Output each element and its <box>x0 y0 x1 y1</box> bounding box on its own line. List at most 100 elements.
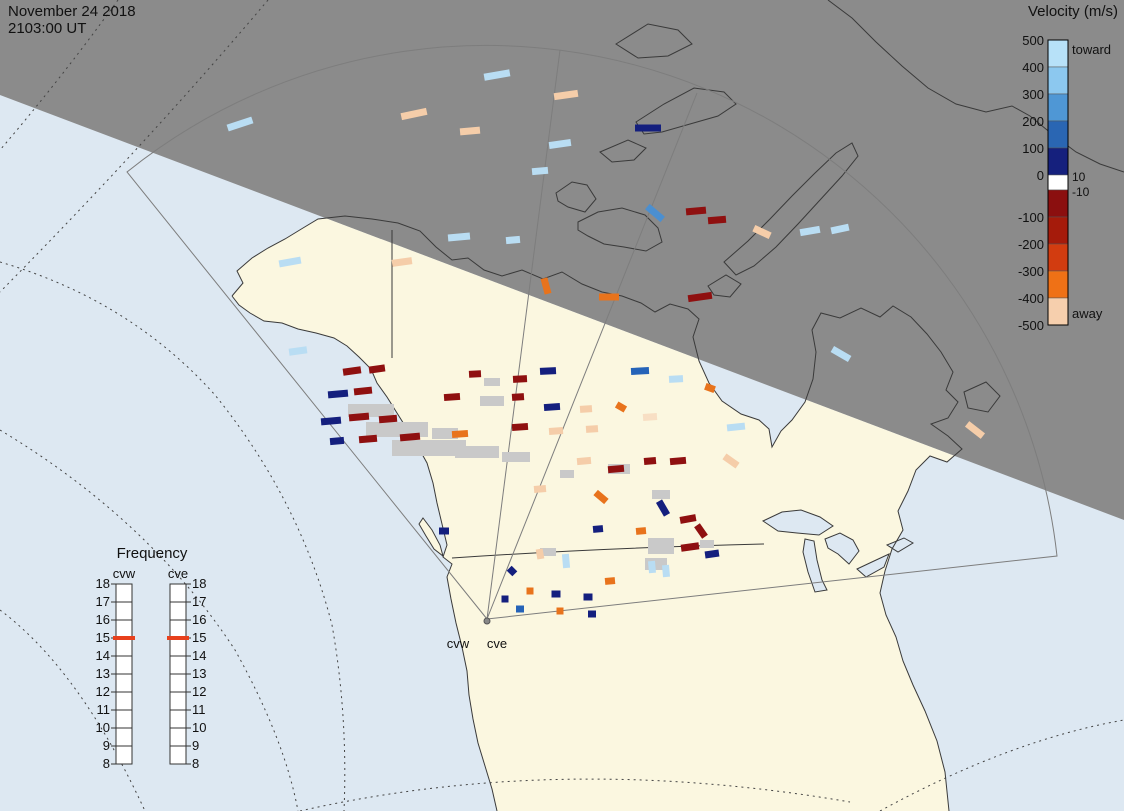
frequency-tick-label: 18 <box>96 576 110 591</box>
colorbar-tick-label: 200 <box>1022 114 1044 129</box>
velocity-vector <box>830 345 852 363</box>
velocity-vector <box>447 232 471 242</box>
velocity-vector <box>592 525 604 533</box>
coastline-layer <box>231 0 1124 811</box>
frequency-tick-label: 15 <box>192 630 206 645</box>
velocity-vector <box>752 225 772 239</box>
velocity-vector <box>348 412 370 422</box>
velocity-vector <box>399 432 421 442</box>
velocity-vector <box>685 206 707 216</box>
ground-scatter-patch <box>502 452 530 462</box>
lake-huron <box>825 533 859 564</box>
time-label: 2103:00 UT <box>8 20 86 37</box>
ground-scatter-patch <box>366 422 428 437</box>
frequency-tick-label: 11 <box>97 702 111 717</box>
velocity-vector <box>799 225 821 237</box>
colorbar-tick-label: -200 <box>1018 237 1044 252</box>
velocity-vector <box>553 89 579 101</box>
radar-fov-inner-edge <box>486 49 561 620</box>
colorbar-tick-label: -500 <box>1018 318 1044 333</box>
colorbar-border <box>1047 39 1069 326</box>
banks-island-outline <box>555 181 597 213</box>
north-america-landmass <box>232 216 962 811</box>
ground-scatter-patch <box>560 470 574 478</box>
graticule-parallel <box>879 719 1124 811</box>
frequency-tick-label: 17 <box>192 594 206 609</box>
velocity-vector <box>630 367 650 375</box>
vancouver-island-outline <box>418 517 444 558</box>
date-label: November 24 2018 <box>8 3 136 20</box>
velocity-vector <box>226 116 254 132</box>
velocity-vector <box>535 548 545 560</box>
velocity-vector <box>647 560 657 574</box>
away-label: away <box>1072 306 1103 321</box>
graticule-meridian <box>0 0 269 293</box>
velocity-vector <box>576 456 592 466</box>
colorbar-tick-label: 400 <box>1022 60 1044 75</box>
velocity-vector <box>556 607 564 615</box>
colorbar-segment <box>1047 270 1069 299</box>
velocity-vector <box>830 223 850 235</box>
velocity-vector <box>661 564 671 578</box>
velocity-vector <box>368 364 386 374</box>
velocity-vector <box>540 277 552 295</box>
velocity-vector <box>327 389 349 399</box>
radar-label-cve: cve <box>487 636 507 651</box>
colorbar-segment <box>1047 120 1069 149</box>
frequency-tick-label: 15 <box>96 630 110 645</box>
colorbar-segment <box>1047 216 1069 245</box>
velocity-vector <box>378 414 398 424</box>
velocity-vector <box>505 235 521 245</box>
frequency-tick-label: 11 <box>192 702 206 717</box>
devon-island-outline <box>599 139 647 163</box>
velocity-vector <box>329 436 345 446</box>
velocity-vector <box>642 413 658 421</box>
us-canada-border <box>451 543 765 559</box>
velocity-vector <box>512 375 528 383</box>
frequency-highlight-marker <box>167 636 189 640</box>
velocity-vector <box>548 427 564 435</box>
velocity-vector <box>704 549 720 559</box>
ground-scatter-patch <box>484 378 500 386</box>
velocity-vector <box>599 293 619 301</box>
colorbar-segment <box>1047 243 1069 272</box>
velocity-vector <box>704 383 716 393</box>
velocity-colorbar: Velocity (m/s) toward away 500 400 300 200 1… <box>1018 3 1118 333</box>
velocity-vector <box>543 402 561 412</box>
radar-fov-outline <box>126 45 1058 620</box>
frequency-legend: Frequency cvw cve 1817161514131211109818… <box>96 545 207 771</box>
velocity-vector <box>320 416 342 426</box>
southampton-island-outline <box>707 274 742 298</box>
colorbar-tick-label: 100 <box>1022 141 1044 156</box>
colorbar-tick-label: 0 <box>1037 168 1044 183</box>
velocity-vector <box>694 523 708 539</box>
velocity-vector <box>459 126 481 136</box>
north-america-coastline <box>231 215 963 811</box>
velocity-vector <box>604 577 616 585</box>
land-fill-layer <box>232 216 1000 811</box>
graticule-meridian <box>0 0 119 151</box>
velocity-vector <box>561 553 571 569</box>
velocity-vector <box>511 393 525 401</box>
velocity-vector <box>391 257 413 267</box>
velocity-vector <box>483 69 511 81</box>
velocity-vector <box>607 464 625 474</box>
lake-erie <box>857 554 889 577</box>
frequency-tick-label: 16 <box>192 612 206 627</box>
velocity-vector-layer <box>226 69 986 618</box>
night-terminator-region <box>0 0 1124 520</box>
velocity-vector <box>501 595 509 603</box>
velocity-vector <box>583 593 593 601</box>
velocity-vector <box>964 421 986 439</box>
ground-scatter-patch <box>480 396 504 406</box>
graticule-parallel <box>0 609 146 811</box>
velocity-vector <box>655 499 671 517</box>
ground-scatter-patch <box>455 446 499 458</box>
victoria-island-outline <box>577 207 663 252</box>
velocity-vector <box>687 291 713 303</box>
velocity-vector <box>635 527 647 535</box>
arctic-island-outline <box>615 23 693 59</box>
frequency-tick-label: 8 <box>192 756 199 771</box>
velocity-vector <box>635 124 661 132</box>
